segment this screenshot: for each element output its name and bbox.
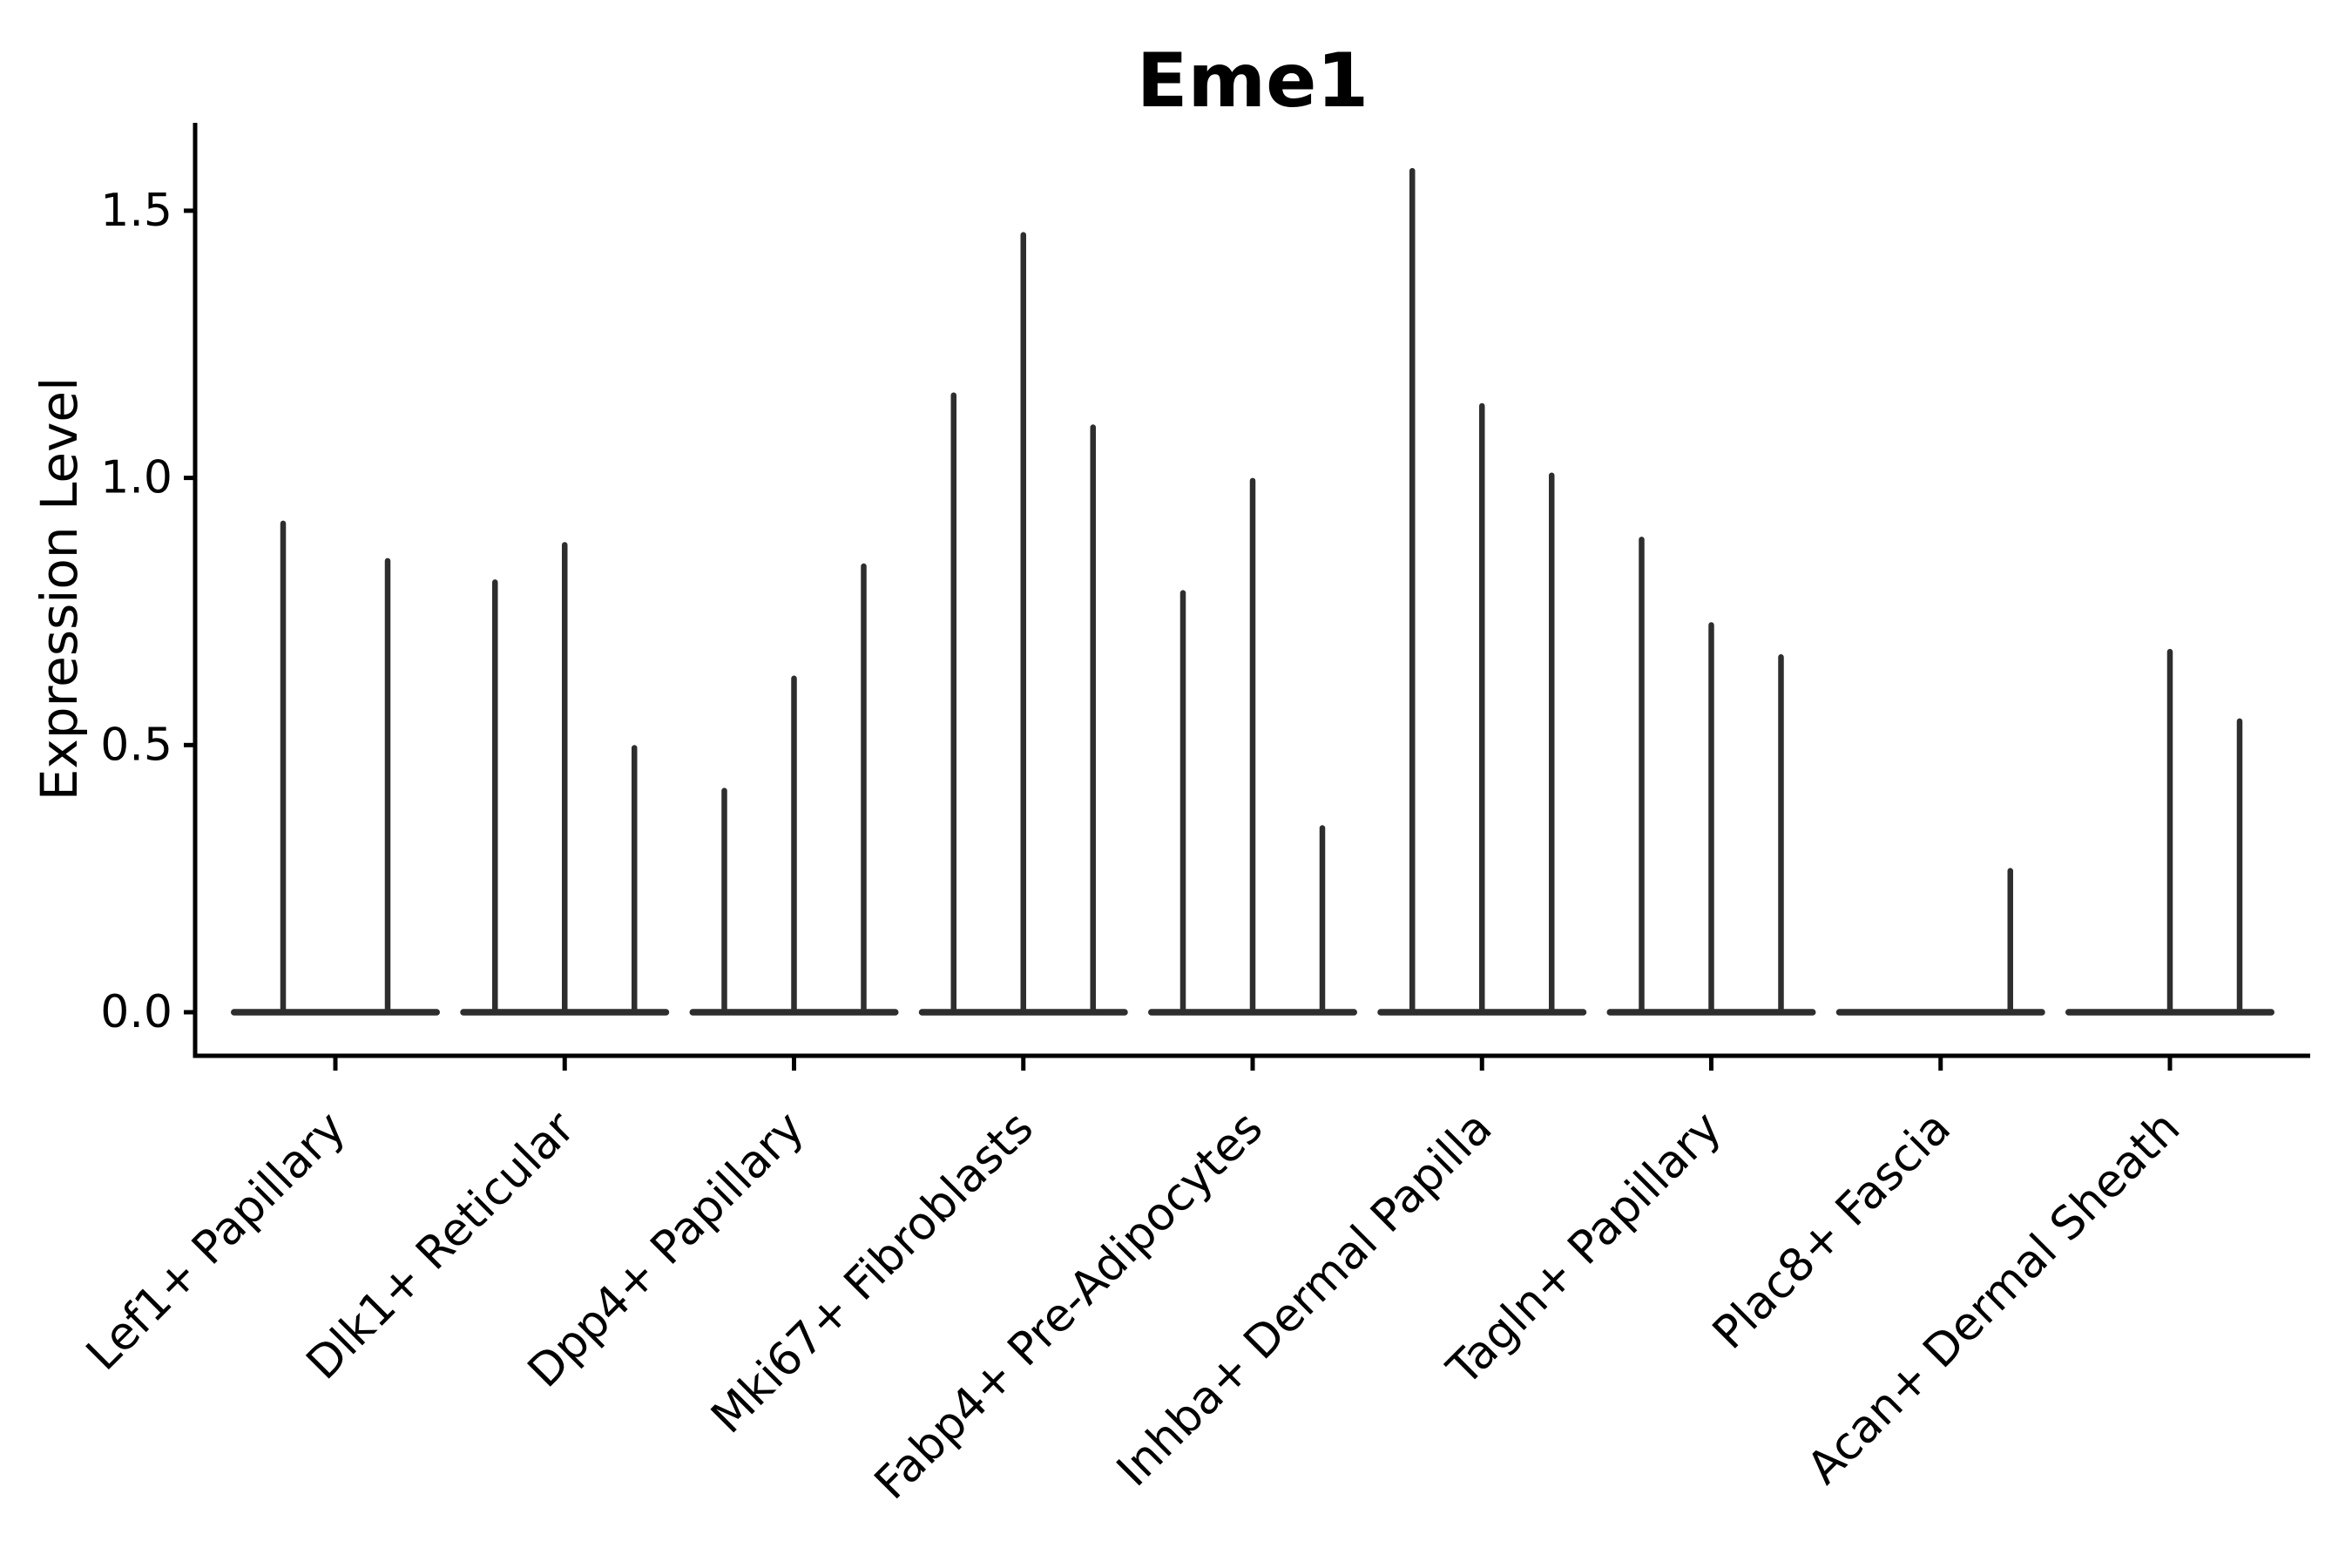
y-tick-label: 0.0 bbox=[100, 986, 172, 1038]
x-tick-label: Plac8+ Fascia bbox=[1703, 1102, 1961, 1360]
x-tick-label: Fabp4+ Pre-Adipocytes bbox=[865, 1102, 1273, 1510]
x-tick-label: Acan+ Dermal Sheath bbox=[1798, 1102, 2191, 1495]
y-tick-label: 1.5 bbox=[100, 185, 172, 237]
y-tick-label: 0.5 bbox=[100, 719, 172, 771]
violin-baseline bbox=[231, 1009, 440, 1016]
violin-baseline bbox=[1835, 1009, 2045, 1016]
y-tick-label: 1.0 bbox=[100, 452, 172, 504]
x-tick-label: Inhba+ Dermal Papilla bbox=[1107, 1102, 1502, 1497]
chart-title: Eme1 bbox=[1136, 37, 1369, 125]
